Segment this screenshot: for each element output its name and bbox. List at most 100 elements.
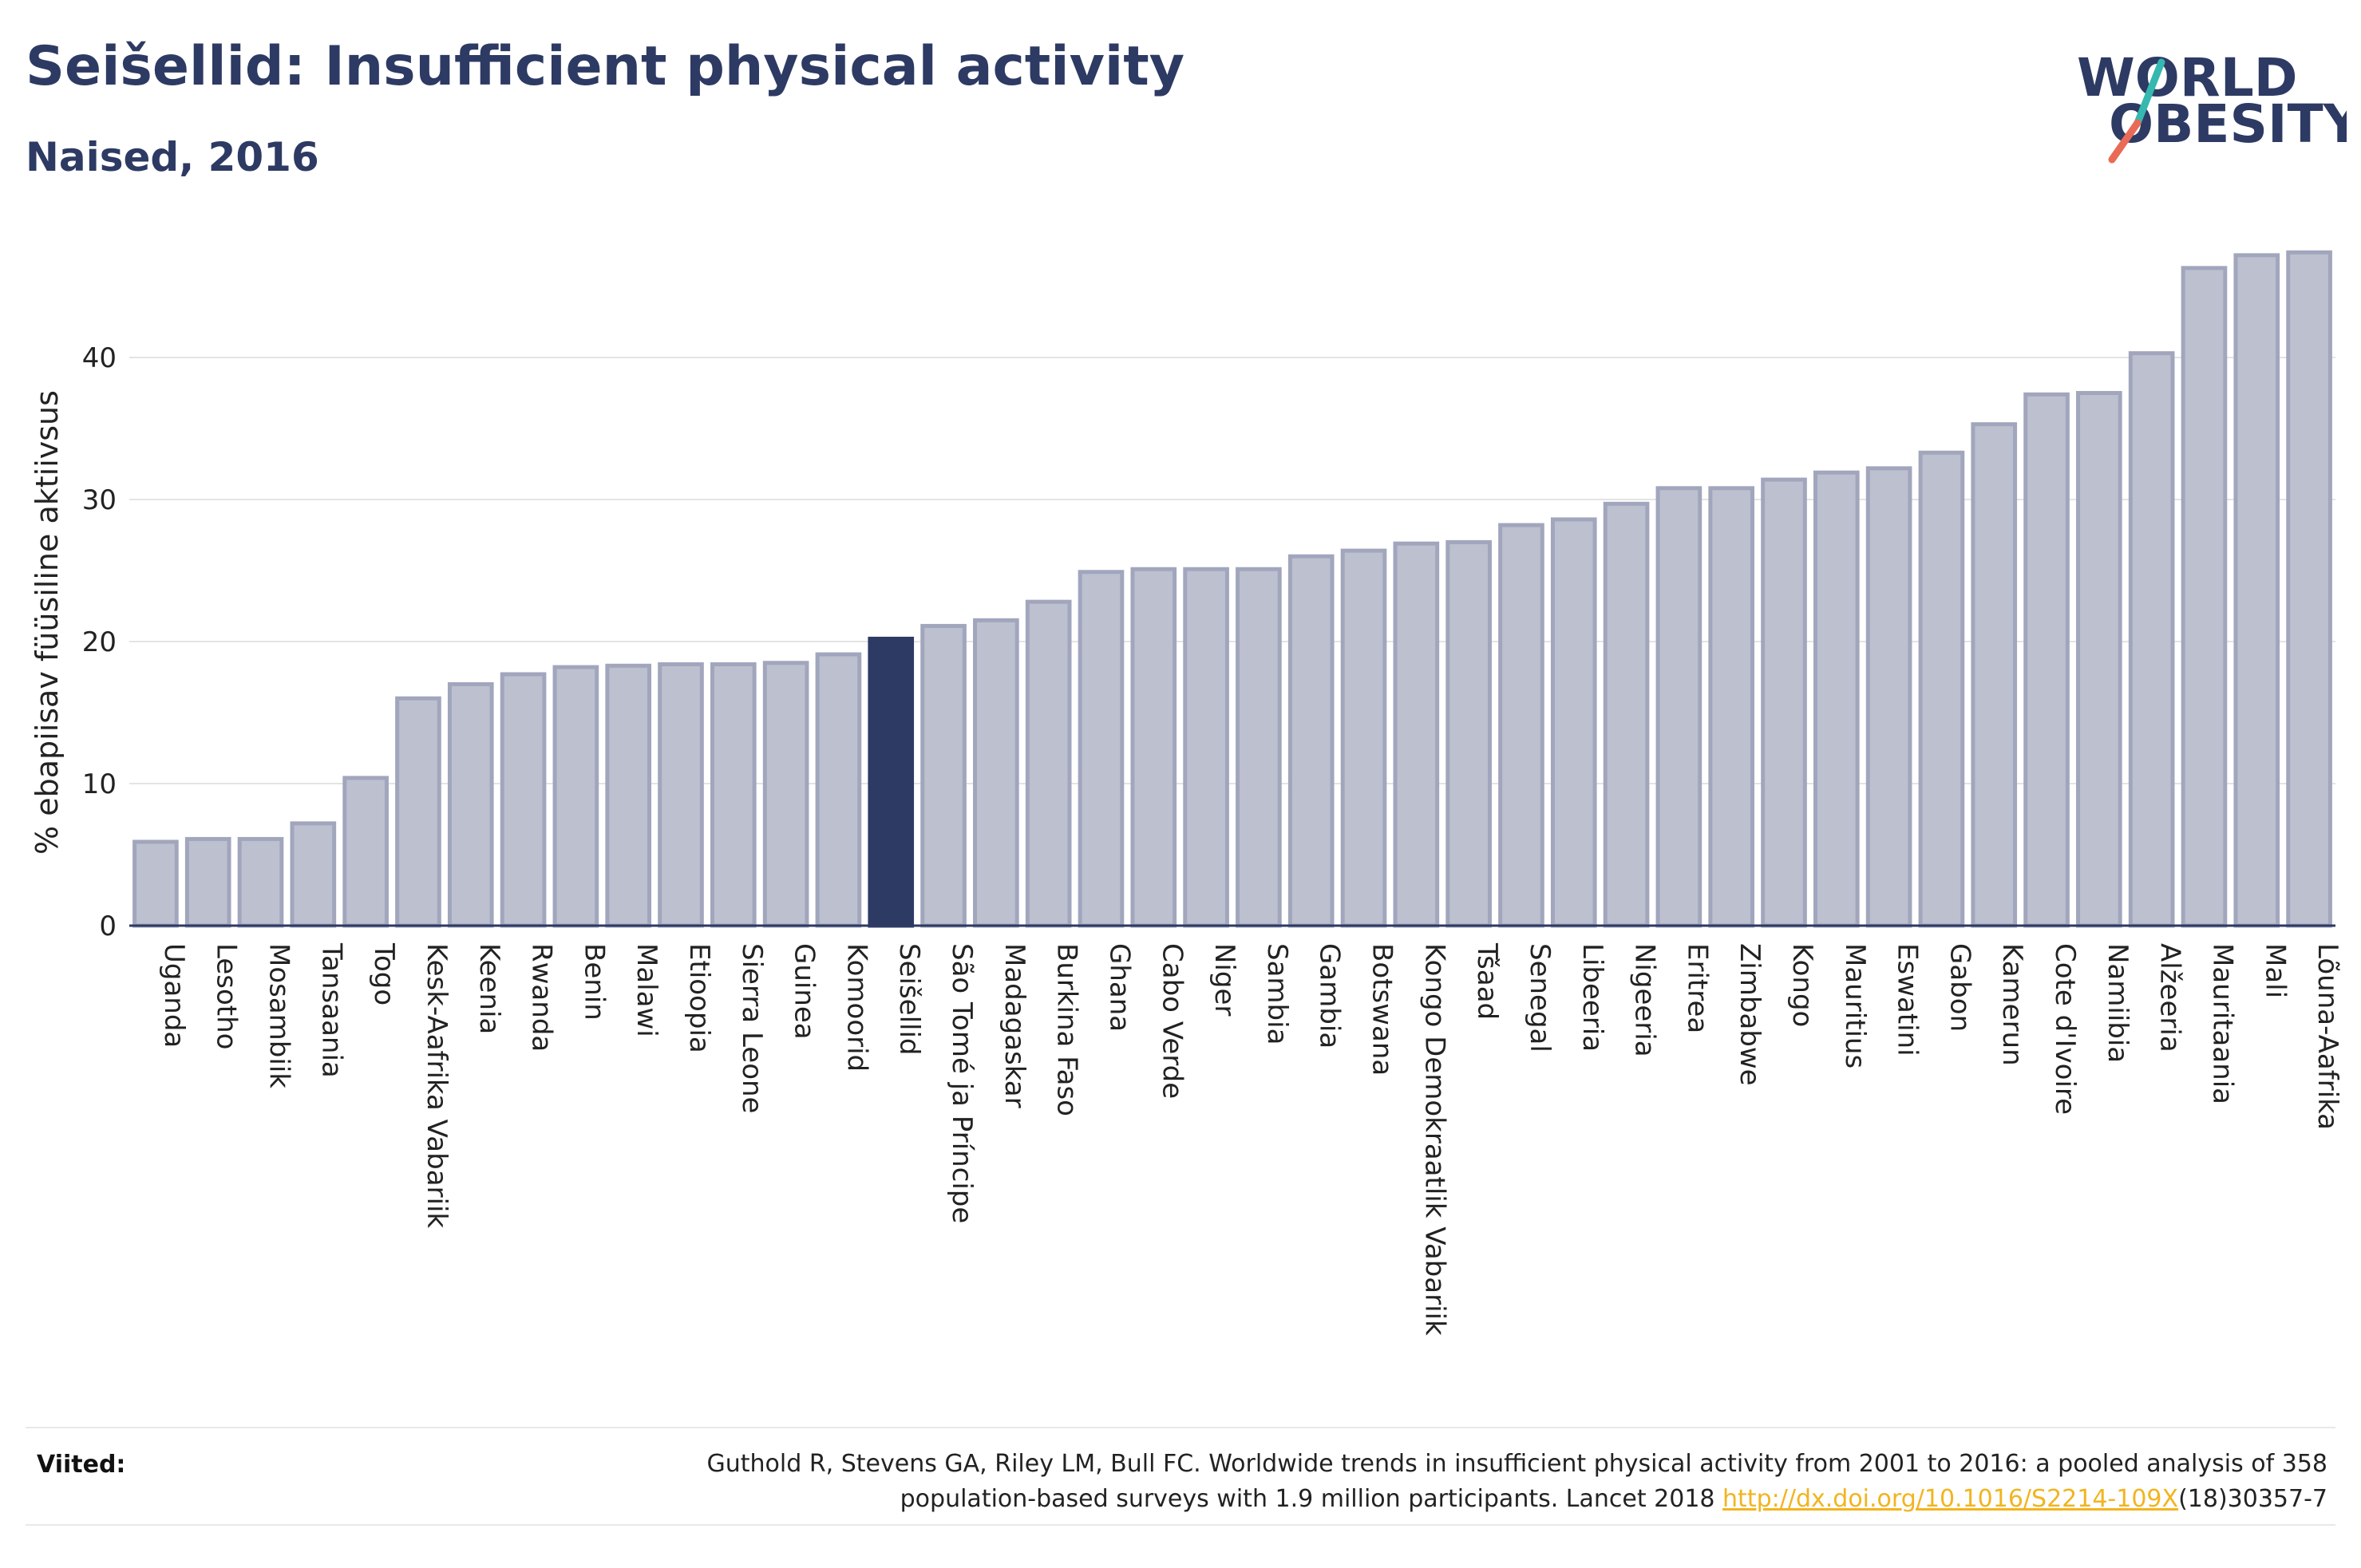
x-tick-label: Malawi [631,943,662,1037]
bar [237,836,284,928]
bar [1340,548,1387,928]
x-tick-label: Cabo Verde [1156,943,1188,1099]
x-tick-label: Senegal [1524,943,1556,1053]
bar [552,665,599,928]
y-tick-label: 20 [82,626,117,658]
bar [1287,554,1335,928]
bar [1236,567,1282,928]
x-tick-label: Keenia [473,943,505,1034]
y-tick-label: 40 [82,342,117,374]
bar [132,839,179,928]
bar-chart: 0 10 20 30 40 % ebapiisav füüsiline aktiivsus… [30,250,2343,1336]
bar [2286,250,2332,928]
bar [762,661,809,928]
x-tick-label: Lõuna-Aafrika [2312,943,2343,1130]
bar [2076,391,2122,928]
x-tick-label: Nigeeria [1629,943,1661,1057]
bar [658,662,704,928]
x-tick-label: Kesk-Aafrika Vabariik [421,943,453,1228]
x-tick-label: Niger [1208,943,1240,1016]
x-tick-label: Togo [368,942,400,1005]
bar [2023,392,2070,928]
bar [815,652,862,928]
source-line-2-text: population-based surveys with 1.9 millio… [900,1485,1723,1513]
bar [2128,351,2175,928]
x-tick-label: São Tomé ja Príncipe [946,943,978,1223]
bar [710,662,757,928]
bar [1865,466,1912,928]
x-tick-label: Benin [578,943,610,1021]
source-line-2: population-based surveys with 1.9 millio… [492,1482,2327,1517]
x-tick-label: Botswana [1366,943,1398,1076]
x-tick-label: Tšaad [1471,942,1503,1020]
bar [1550,517,1597,928]
bar [868,636,915,928]
y-tick-label: 0 [99,910,117,942]
bar [1130,567,1177,928]
y-tick-label: 10 [82,768,117,800]
bar [1971,422,2018,928]
world-obesity-logo: WORLD OBESITY [2077,47,2347,164]
x-tick-label: Etioopia [683,943,715,1053]
bar [973,618,1019,928]
bar [1393,541,1440,928]
x-tick-label: Namiibia [2102,943,2134,1063]
bar [1655,486,1703,928]
bar [1078,570,1125,928]
x-tick-label: Seišellid [893,943,925,1056]
x-tick-label: Mauritius [1839,943,1871,1068]
logo-slash-coral [2108,119,2142,164]
bar [290,821,337,928]
bar [447,681,494,928]
bar [1025,599,1072,928]
x-tick-label: Guinea [789,943,821,1040]
x-tick-label: Gabon [1944,943,1975,1032]
x-tick-label: Mali [2259,943,2291,998]
source-line-1: Guthold R, Stevens GA, Riley LM, Bull FC… [706,1450,2327,1478]
x-tick-label: Kongo Demokraatlik Vabariik [1418,943,1450,1336]
x-tick-label: Uganda [158,943,190,1048]
logo-text-world: WORLD [2077,47,2298,109]
x-tick-label: Tansaania [315,942,347,1078]
chart-subtitle: Naised, 2016 [26,134,319,180]
bar [1603,501,1650,928]
source-text: Guthold R, Stevens GA, Riley LM, Bull FC… [492,1447,2327,1517]
bar [184,836,231,928]
x-tick-label: Alžeeria [2154,943,2186,1053]
x-tick-label: Lesotho [211,943,243,1049]
bar [1813,470,1860,928]
bar [1183,567,1229,928]
x-tick-label: Libeeria [1576,943,1608,1052]
x-tick-label: Rwanda [526,943,558,1052]
bar [1918,450,1965,928]
x-tick-label: Madagaskar [999,943,1030,1108]
bar [342,776,389,928]
bar [1708,486,1755,928]
source-bottom-divider [26,1524,2335,1526]
x-tick-label: Sambia [1261,943,1293,1045]
x-tick-label: Cote d'Ivoire [2049,943,2081,1115]
y-tick-label: 30 [82,484,117,516]
bar [920,623,967,928]
bar [2181,266,2228,928]
bar [395,696,441,928]
source-doi-link[interactable]: http://dx.doi.org/10.1016/S2214-109X [1722,1485,2179,1513]
bar [500,672,547,928]
x-tick-label: Komoorid [840,943,872,1072]
source-label: Viited: [37,1451,126,1479]
logo-slash-teal [2134,58,2165,127]
x-tick-label: Eritrea [1681,943,1713,1033]
y-axis-label: % ebapiisav füüsiline aktiivsus [30,390,65,855]
bar [2233,253,2280,928]
bar [1498,523,1544,928]
bar [1761,477,1807,928]
bar [1445,539,1492,928]
chart-title: Seišellid: Insufficient physical activit… [26,35,1185,98]
source-top-divider [26,1427,2335,1428]
x-tick-label: Kongo [1786,943,1818,1027]
x-tick-label: Eswatini [1892,943,1924,1057]
x-tick-label: Burkina Faso [1051,943,1083,1116]
x-tick-label: Mauritaania [2206,943,2238,1104]
x-tick-label: Kamerun [1996,943,2028,1066]
x-tick-label: Gambia [1314,943,1346,1049]
